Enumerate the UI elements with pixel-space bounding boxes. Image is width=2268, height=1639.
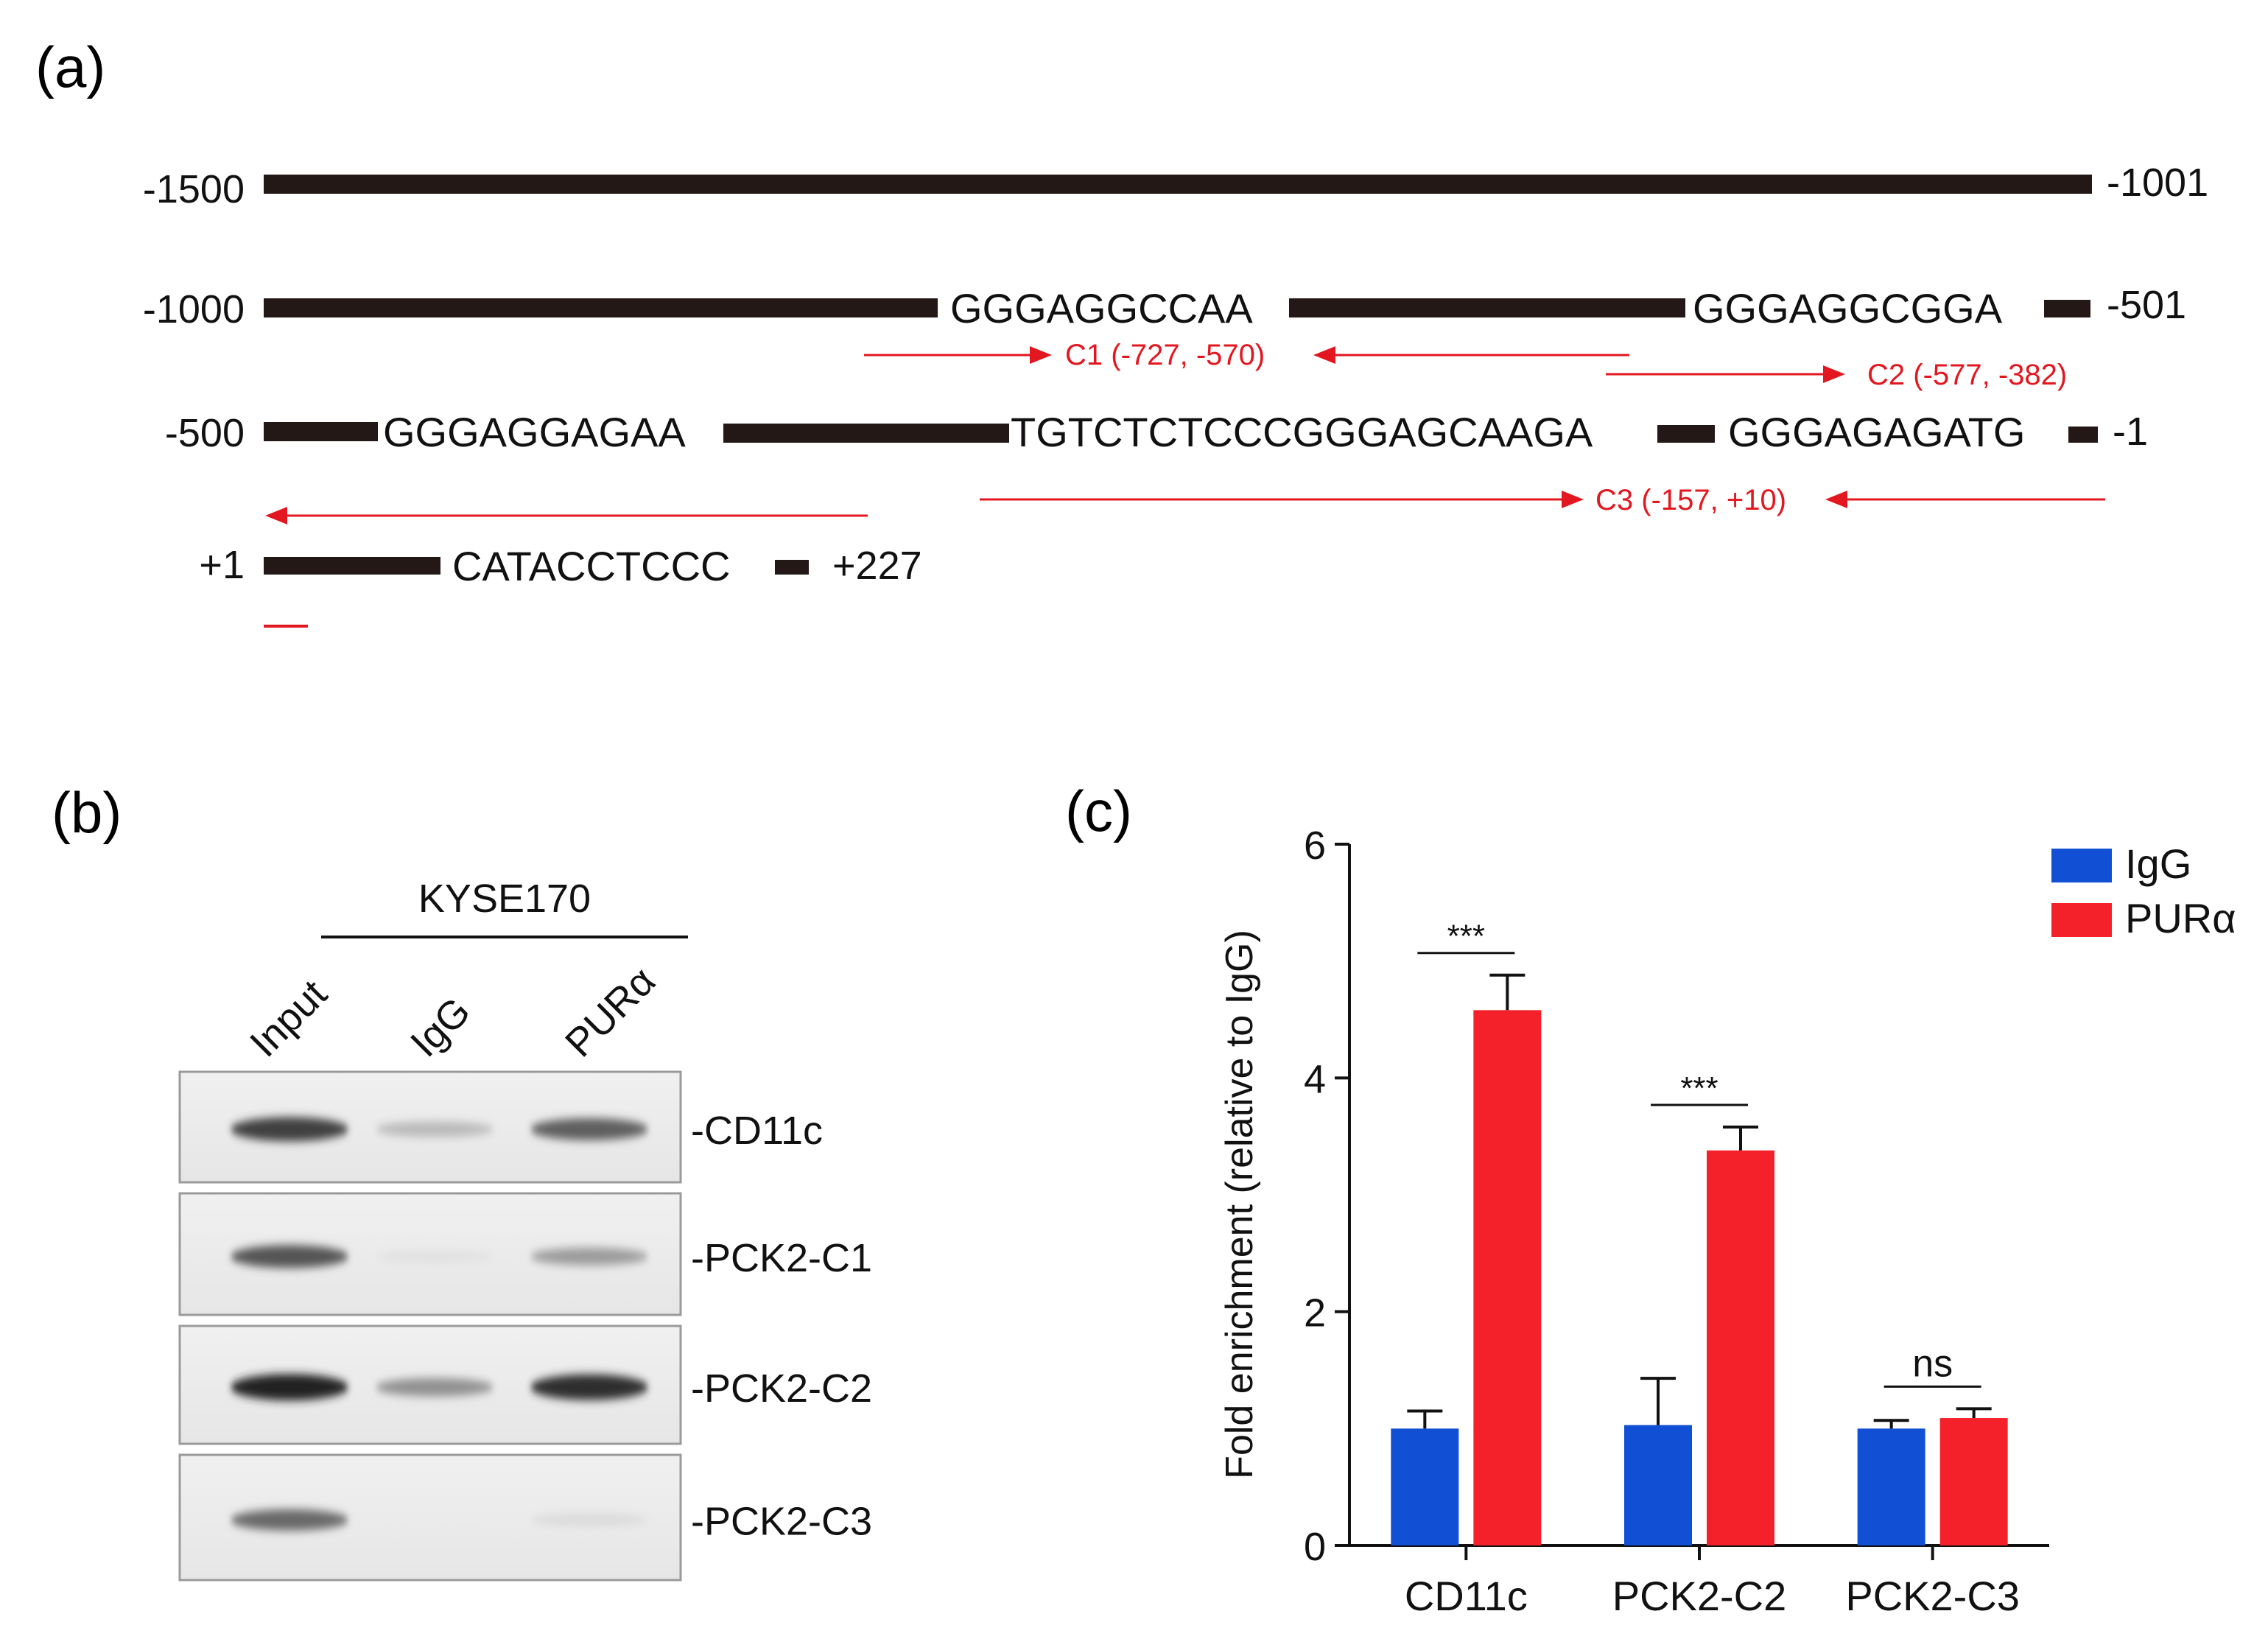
y-axis-label: Fold enrichment (relative to IgG) xyxy=(1218,930,1261,1479)
bar-purα xyxy=(1939,1418,2008,1545)
row3-line-segment-2 xyxy=(723,424,1009,443)
band-label: -PCK2-C3 xyxy=(691,1499,872,1543)
row4-left-position: +1 xyxy=(199,543,245,587)
significance-label: *** xyxy=(1680,1070,1718,1106)
legend-swatch-igg xyxy=(2051,849,2112,882)
panel-a-label: (a) xyxy=(35,35,105,99)
row4-line-segment-2 xyxy=(775,560,809,575)
legend-label-pura: PURα xyxy=(2125,895,2236,941)
row3-motif-2: TGTCTCTCCCGGGAGCAAGA xyxy=(1011,409,1593,455)
bar-igg xyxy=(1857,1428,1925,1545)
row2-line-segment-1 xyxy=(264,298,938,317)
bar-chart: 0 2 4 6 CD11c *** PCK2-C2 *** PCK2-C3 ns xyxy=(1304,824,2049,1619)
gel-band xyxy=(530,1247,648,1266)
row3-left-position: -500 xyxy=(165,411,245,455)
y-tick-label: 2 xyxy=(1304,1291,1326,1336)
c2-reverse-arrowhead xyxy=(265,507,287,524)
gel-band xyxy=(376,1250,494,1263)
c3-reverse-arrowhead xyxy=(1825,491,1847,508)
significance-label: ns xyxy=(1912,1342,1953,1385)
row3-right-position: -1 xyxy=(2113,410,2148,454)
c3-forward-arrowhead xyxy=(1562,491,1584,508)
x-tick-label: PCK2-C2 xyxy=(1612,1573,1787,1619)
significance-label: *** xyxy=(1447,919,1485,955)
bar-purα xyxy=(1473,1010,1542,1545)
panel-b: (b) KYSE170 Input IgG PURα -CD11c -PCK2-C… xyxy=(52,780,872,1582)
legend-swatch-pura xyxy=(2051,903,2112,937)
row3-line-segment-3 xyxy=(1657,425,1715,443)
row2-line-segment-2 xyxy=(1289,298,1685,317)
row2-motif-2: GGGAGGCGGA xyxy=(1693,285,2003,331)
lane-label-input: Input xyxy=(242,972,335,1065)
lane-label-igg: IgG xyxy=(402,989,479,1066)
gel-band xyxy=(231,1374,348,1401)
gel-band xyxy=(530,1513,648,1527)
gel-band xyxy=(231,1509,348,1531)
gel-images: -CD11c -PCK2-C1 -PCK2-C2 -PCK2-C3 xyxy=(178,1070,872,1582)
x-tick-label: PCK2-C3 xyxy=(1845,1573,2020,1619)
row4-right-position: +227 xyxy=(832,544,922,588)
band-label: -PCK2-C2 xyxy=(691,1366,872,1411)
c1-reverse-arrowhead xyxy=(1313,346,1335,364)
c2-amplicon-label: C2 (-577, -382) xyxy=(1867,359,2067,391)
y-tick-label: 0 xyxy=(1304,1525,1326,1569)
bar-igg xyxy=(1624,1425,1692,1545)
row3-motif-1: GGGAGGAGAA xyxy=(383,409,686,455)
panel-c: (c) Fold enrichment (relative to IgG) 0 2… xyxy=(1065,779,2236,1619)
row3-line-segment-4 xyxy=(2068,427,2098,443)
legend-label-igg: IgG xyxy=(2125,840,2191,887)
lane-label-pura: PURα xyxy=(557,958,664,1065)
y-tick-label: 6 xyxy=(1304,824,1326,868)
gel-band xyxy=(530,1374,648,1400)
row1-right-position: -1001 xyxy=(2107,161,2208,205)
panel-a: (a) -1500 -1001 -1000 GGGAGGCCAA GGGAGGC… xyxy=(35,35,2208,628)
band-label: -CD11c xyxy=(691,1109,823,1153)
x-tick-label: CD11c xyxy=(1405,1573,1528,1619)
gel-band xyxy=(231,1117,348,1142)
c1-amplicon-label: C1 (-727, -570) xyxy=(1065,339,1265,371)
row2-line-segment-3 xyxy=(2044,300,2090,317)
bar-igg xyxy=(1391,1428,1459,1545)
c3-amplicon-label: C3 (-157, +10) xyxy=(1595,484,1786,516)
gel-band xyxy=(376,1377,494,1397)
row1-left-position: -1500 xyxy=(143,167,245,211)
panel-b-label: (b) xyxy=(52,780,122,845)
c2-forward-arrowhead xyxy=(1823,365,1845,383)
c1-forward-arrowhead xyxy=(1030,346,1052,364)
band-label: -PCK2-C1 xyxy=(691,1236,872,1280)
row4-line-segment-1 xyxy=(264,557,440,575)
row4-motif-1: CATACCTCCC xyxy=(452,543,730,589)
gel-band xyxy=(231,1245,348,1268)
y-tick-label: 4 xyxy=(1304,1057,1326,1101)
cell-line-label: KYSE170 xyxy=(418,877,591,921)
panel-c-label: (c) xyxy=(1065,779,1132,843)
row2-right-position: -501 xyxy=(2107,283,2186,327)
legend: IgG PURα xyxy=(2051,840,2236,941)
row3-motif-3: GGGAGAGATG xyxy=(1728,409,2025,455)
gel-band xyxy=(530,1118,648,1140)
row2-left-position: -1000 xyxy=(143,287,245,331)
row2-motif-1: GGGAGGCCAA xyxy=(950,285,1253,331)
bar-purα xyxy=(1707,1150,1774,1545)
gel-band xyxy=(376,1121,494,1137)
row3-line-segment-1 xyxy=(264,422,378,441)
row1-sequence-line xyxy=(264,175,2092,194)
